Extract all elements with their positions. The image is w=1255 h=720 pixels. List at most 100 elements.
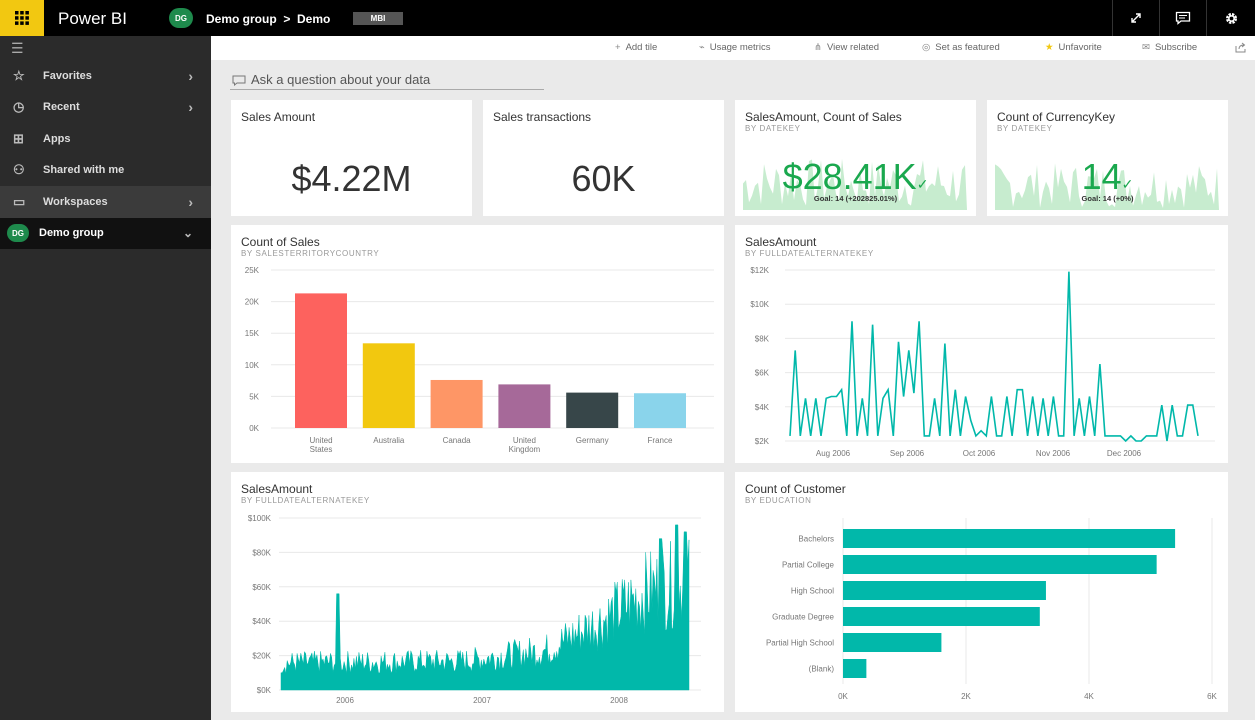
y-tick-label: $0K (257, 686, 272, 695)
sidebar-item-label: Apps (43, 132, 71, 145)
y-tick-label: (Blank) (809, 665, 835, 674)
clock-icon: ◷ (13, 99, 25, 115)
tile-count-of-customer[interactable]: Count of Customer BY EDUCATION 0K 2K 4K 6K B… (735, 472, 1228, 712)
sidebar-item-workspaces[interactable]: ▭ Workspaces › (0, 186, 211, 218)
series-line (789, 271, 1199, 443)
expand-icon (1131, 13, 1141, 23)
tile-subtitle: BY SALESTERRITORYCOUNTRY (241, 249, 380, 258)
bar (843, 607, 1040, 626)
chevron-right-icon: › (188, 67, 193, 84)
y-tick-label: Bachelors (798, 535, 834, 544)
kpi-value: $28.41K✓ (735, 156, 976, 198)
x-tick-label: Sep 2006 (890, 449, 925, 458)
sidebar: ☰ ☆ Favorites › ◷ Recent › ⊞ Apps ⚇ Shar… (0, 36, 211, 720)
tile-title: Count of Customer (745, 482, 846, 496)
sidebar-item-apps[interactable]: ⊞ Apps (0, 123, 211, 155)
sales-amount-line-chart: $2K $4K $6K $8K $10K $12K Aug 2006 Sep 2006 Oct … (750, 266, 1215, 458)
tile-kpi-currency[interactable]: Count of CurrencyKey BY DATEKEY 14✓ Goal… (987, 100, 1228, 216)
fullscreen-button[interactable] (1112, 0, 1159, 36)
action-label: Add tile (625, 42, 658, 53)
x-tick-label: 2K (961, 692, 971, 701)
kpi-value-text: 14 (1081, 156, 1122, 197)
tile-kpi-sales[interactable]: SalesAmount, Count of Sales BY DATEKEY $… (735, 100, 976, 216)
bar (430, 379, 483, 428)
y-tick-label: $20K (252, 652, 271, 661)
usage-metrics-button[interactable]: ⌁ Usage metrics (699, 42, 770, 53)
tile-title: Sales Amount (241, 110, 316, 124)
sidebar-item-label: Workspaces (43, 195, 108, 208)
x-tick-label: Germany (576, 436, 609, 445)
mail-icon: ✉ (1142, 42, 1150, 53)
kpi-goal: Goal: 14 (+0%) (1081, 194, 1134, 203)
set-featured-button[interactable]: ◎ Set as featured (922, 42, 1000, 53)
group-avatar: DG (169, 8, 193, 28)
waffle-icon (15, 11, 29, 25)
x-tick-label: Dec 2006 (1107, 449, 1142, 458)
x-tick-label: 2008 (610, 696, 628, 705)
bar (843, 581, 1046, 600)
featured-icon: ◎ (922, 42, 931, 53)
app-launcher-button[interactable] (0, 0, 44, 36)
bar (362, 343, 415, 428)
nav-toggle-button[interactable]: ☰ (0, 36, 211, 60)
add-tile-button[interactable]: + Add tile (615, 42, 657, 53)
view-related-button[interactable]: ⋔ View related (814, 42, 879, 53)
x-tick-label: States (310, 445, 333, 454)
y-tick-label: $4K (755, 403, 770, 412)
sidebar-item-favorites[interactable]: ☆ Favorites › (0, 60, 211, 92)
tile-sales-amount-line[interactable]: SalesAmount BY FULLDATEALTERNATEKEY $2K $… (735, 225, 1228, 463)
subscribe-button[interactable]: ✉ Subscribe (1142, 42, 1197, 53)
star-icon: ★ (1045, 42, 1054, 53)
sales-amount-area-chart: $0K $20K $40K $60K $80K $100K 2006 2007 2008 (248, 514, 701, 705)
bar (843, 659, 867, 678)
action-label: Usage metrics (709, 42, 771, 53)
chevron-right-icon: › (188, 193, 193, 210)
x-tick-label: Aug 2006 (816, 449, 851, 458)
tile-title: SalesAmount, Count of Sales (745, 110, 902, 124)
settings-button[interactable] (1206, 0, 1255, 36)
card-value: 60K (571, 158, 636, 199)
sidebar-item-recent[interactable]: ◷ Recent › (0, 92, 211, 124)
dashboard-action-bar: + Add tile ⌁ Usage metrics ⋔ View related ◎… (211, 36, 1255, 60)
comment-icon (1175, 11, 1191, 25)
bar (843, 633, 942, 652)
x-tick-label: 0K (838, 692, 848, 701)
tile-title: SalesAmount (241, 482, 313, 496)
comments-button[interactable] (1159, 0, 1206, 36)
tile-count-of-sales[interactable]: Count of Sales BY SALESTERRITORYCOUNTRY … (231, 225, 724, 463)
tile-sales-amount-area[interactable]: SalesAmount BY FULLDATEALTERNATEKEY $0K $… (231, 472, 724, 712)
y-tick-label: 20K (245, 298, 260, 307)
x-tick-label: Australia (373, 436, 405, 445)
tile-title: Count of CurrencyKey (997, 110, 1116, 124)
tile-sales-transactions[interactable]: Sales transactions 60K (483, 100, 724, 216)
x-tick-label: 2007 (473, 696, 491, 705)
breadcrumb[interactable]: Demo group > Demo (206, 12, 331, 26)
y-tick-label: $10K (750, 300, 769, 309)
share-button[interactable] (1235, 42, 1247, 56)
qna-placeholder: Ask a question about your data (251, 72, 431, 87)
y-tick-label: $100K (248, 514, 272, 523)
y-tick-label: High School (791, 587, 834, 596)
tile-subtitle: BY DATEKEY (745, 124, 801, 133)
x-tick-label: France (648, 436, 673, 445)
kpi-value: 14✓ (987, 156, 1228, 198)
app-title[interactable]: Power BI (58, 9, 127, 28)
y-tick-label: $6K (755, 369, 770, 378)
x-tick-label: Nov 2006 (1036, 449, 1071, 458)
unfavorite-button[interactable]: ★ Unfavorite (1045, 42, 1102, 53)
plus-icon: + (615, 42, 621, 53)
y-tick-label: Partial High School (766, 639, 834, 648)
tile-sales-amount[interactable]: Sales Amount $4.22M (231, 100, 472, 216)
action-label: Set as featured (935, 42, 1000, 53)
qna-box[interactable]: Ask a question about your data (230, 72, 544, 90)
tile-subtitle: BY FULLDATEALTERNATEKEY (745, 249, 874, 258)
sidebar-item-shared[interactable]: ⚇ Shared with me (0, 155, 211, 187)
star-icon: ☆ (13, 67, 25, 83)
sidebar-item-demo-group[interactable]: DG Demo group ⌄ (0, 217, 211, 249)
sidebar-item-label: Favorites (43, 69, 92, 82)
kpi-sparkline (743, 158, 967, 210)
shared-icon: ⚇ (13, 162, 25, 178)
top-bar: Power BI DG Demo group > Demo MBI (0, 0, 1255, 36)
check-icon: ✓ (916, 176, 929, 192)
